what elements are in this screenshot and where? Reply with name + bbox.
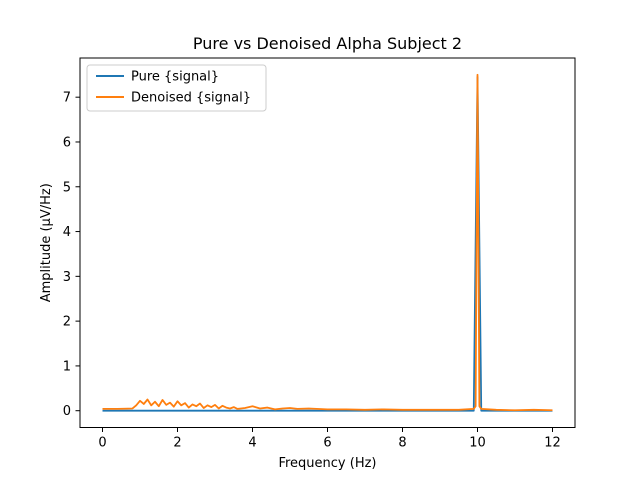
- series-line-denoised: [102, 73, 553, 412]
- x-tick-label: 4: [248, 436, 256, 451]
- y-tick-label: 0: [63, 404, 71, 419]
- chart-title: Pure vs Denoised Alpha Subject 2: [193, 34, 462, 53]
- plot-area: [102, 73, 553, 412]
- legend-label-pure: Pure {signal}: [131, 70, 219, 85]
- legend-box: [86, 64, 267, 112]
- y-tick-label: 4: [63, 225, 71, 240]
- series-line-pure: [102, 76, 553, 412]
- y-tick-label: 7: [63, 91, 71, 106]
- y-tick-label: 6: [63, 135, 71, 150]
- y-tick-label: 2: [63, 315, 71, 330]
- x-axis-label: Frequency (Hz): [278, 456, 376, 471]
- x-tick-label: 12: [544, 436, 561, 451]
- x-tick-label: 6: [323, 436, 331, 451]
- legend: Pure {signal} Denoised {signal}: [86, 64, 267, 112]
- x-tick-label: 10: [469, 436, 486, 451]
- y-axis-label: Amplitude (μV/Hz): [39, 183, 54, 302]
- y-tick-label: 3: [63, 270, 71, 285]
- x-tick-label: 0: [98, 436, 106, 451]
- x-tick-label: 8: [398, 436, 406, 451]
- y-axis: 0 1 2 3 4 5 6 7: [63, 91, 80, 419]
- y-tick-label: 5: [63, 180, 71, 195]
- legend-label-denoised: Denoised {signal}: [131, 91, 251, 106]
- axes-frame: [79, 57, 576, 428]
- y-tick-label: 1: [63, 359, 71, 374]
- x-tick-label: 2: [173, 436, 181, 451]
- x-axis: 0 2 4 6 8 10 12: [98, 427, 561, 451]
